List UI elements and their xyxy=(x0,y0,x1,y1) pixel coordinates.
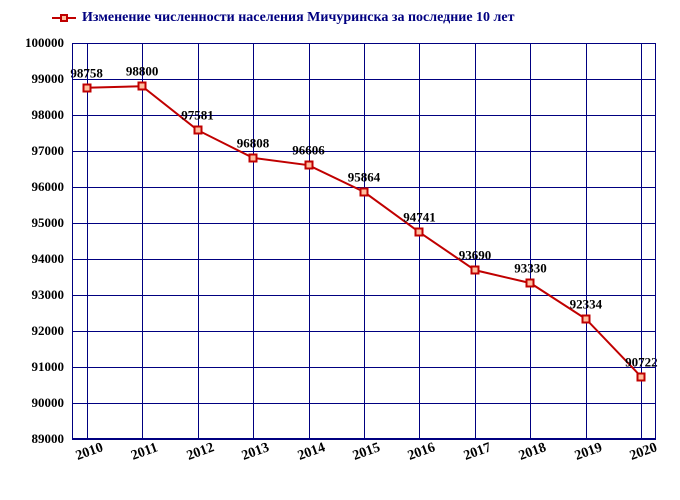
x-tick-label: 2010 xyxy=(58,435,120,471)
y-tick-label: 89000 xyxy=(0,431,64,447)
plot-area: 9875898800975819680896606958649474193690… xyxy=(72,43,656,439)
chart-legend: Изменение численности населения Мичуринс… xyxy=(52,10,515,26)
x-tick-label: 2011 xyxy=(114,435,176,471)
y-tick-label: 100000 xyxy=(0,35,64,51)
y-tick-label: 99000 xyxy=(0,71,64,87)
y-tick-label: 91000 xyxy=(0,359,64,375)
legend-text: Изменение численности населения Мичуринс… xyxy=(82,10,515,26)
x-tick-label: 2017 xyxy=(447,435,509,471)
legend-swatch xyxy=(52,12,76,24)
population-chart: Изменение численности населения Мичуринс… xyxy=(0,0,680,500)
y-tick-label: 97000 xyxy=(0,143,64,159)
y-tick-label: 96000 xyxy=(0,179,64,195)
x-tick-label: 2012 xyxy=(169,435,231,471)
x-tick-label: 2018 xyxy=(502,435,564,471)
legend-marker-icon xyxy=(60,14,68,22)
x-tick-label: 2015 xyxy=(336,435,398,471)
x-tick-label: 2020 xyxy=(613,435,675,471)
x-tick-label: 2016 xyxy=(391,435,453,471)
plot-border xyxy=(72,43,656,439)
y-tick-label: 98000 xyxy=(0,107,64,123)
x-tick-label: 2014 xyxy=(280,435,342,471)
x-tick-label: 2013 xyxy=(225,435,287,471)
y-tick-label: 90000 xyxy=(0,395,64,411)
y-tick-label: 92000 xyxy=(0,323,64,339)
y-tick-label: 93000 xyxy=(0,287,64,303)
y-tick-label: 95000 xyxy=(0,215,64,231)
x-tick-label: 2019 xyxy=(558,435,620,471)
y-tick-label: 94000 xyxy=(0,251,64,267)
